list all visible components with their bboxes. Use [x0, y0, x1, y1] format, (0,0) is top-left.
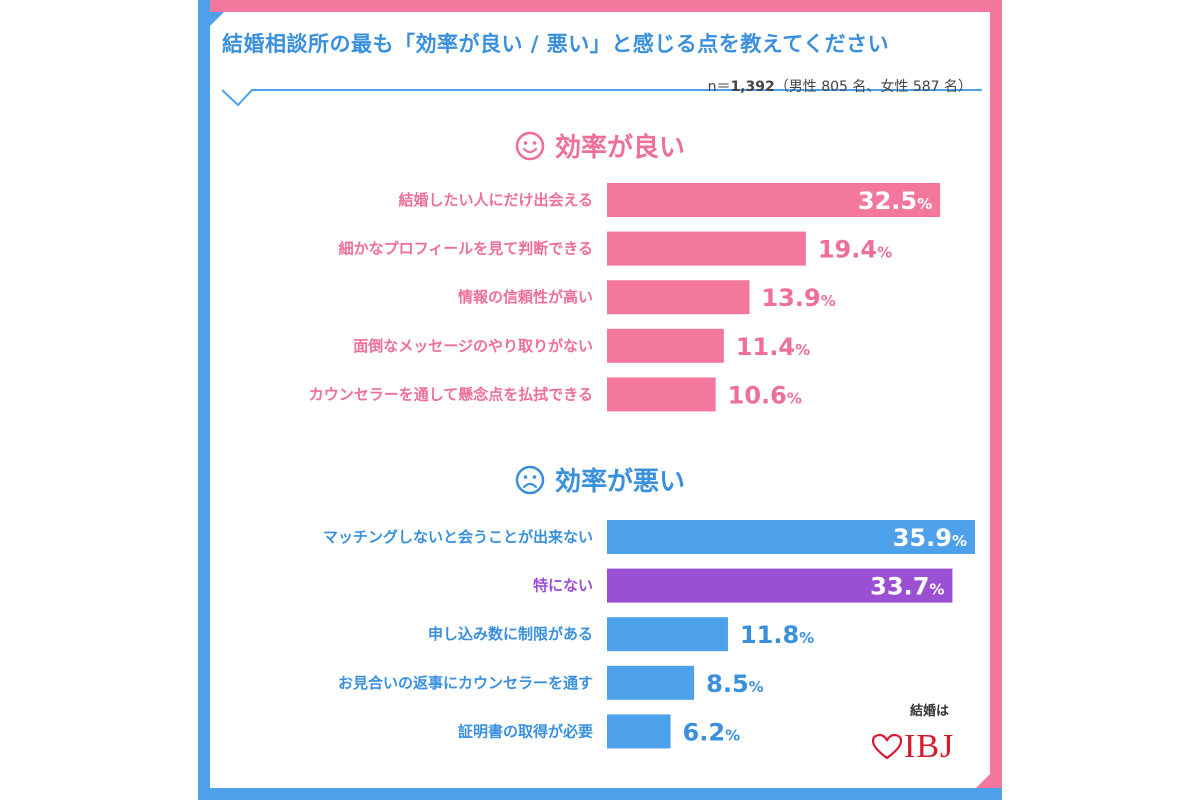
good-value-label-3: 13.9%: [761, 284, 835, 312]
title-underline: [222, 89, 982, 107]
sample-size: n＝1,392（男性 805 名、女性 587 名）: [708, 76, 972, 96]
bad-value-label-1: 35.9%: [893, 524, 967, 552]
sample-n: 1,392: [730, 79, 775, 95]
bad-value-label-4: 8.5%: [706, 670, 764, 698]
smile-face-icon: [515, 131, 545, 160]
good-bar-1: [607, 183, 941, 217]
bad-value-label-2: 33.7%: [870, 573, 944, 601]
section-good-title: 効率が良い: [554, 133, 685, 163]
bad-value-label-5: 6.2%: [683, 718, 741, 746]
bad-bar-4: [607, 665, 695, 700]
good-value-label-5: 10.6%: [728, 381, 802, 409]
frame-top-pink: [198, 0, 1002, 12]
section-good-heading: 効率が良い: [0, 127, 1200, 164]
sample-prefix: n＝: [707, 79, 731, 95]
frame-right-pink: [990, 0, 1002, 800]
sample-detail: （男性 805 名、女性 587 名）: [774, 79, 972, 95]
bad-category-label-5: 証明書の取得が必要: [458, 722, 593, 740]
good-category-label-5: カウンセラーを通して懸念点を払拭できる: [309, 385, 593, 403]
good-category-label-1: 結婚したい人にだけ出会える: [398, 191, 593, 209]
logo-brand: IBJ: [904, 728, 955, 765]
good-bar-5: [607, 377, 716, 412]
frown-face-icon: [515, 465, 545, 494]
frame-border: [198, 0, 1002, 800]
ibj-logo: 結婚は IBJ: [872, 700, 982, 770]
corner-accent-top-left: [210, 12, 224, 26]
corner-accent-bottom-right: [976, 774, 990, 788]
good-category-label-2: 細かなプロフィールを見て判断できる: [339, 240, 593, 258]
bad-category-label-1: マッチングしないと会うことが出来ない: [323, 528, 593, 546]
logo-tagline: 結婚は: [910, 704, 950, 719]
good-bar-3: [607, 280, 750, 315]
bad-bar-3: [607, 617, 728, 652]
good-value-label-2: 19.4%: [818, 236, 892, 264]
good-value-label-1: 32.5%: [858, 187, 932, 215]
bad-category-label-2: 特にない: [533, 577, 593, 595]
heart-icon: [872, 734, 902, 760]
section-bad-title: 効率が悪い: [554, 467, 685, 497]
good-value-label-4: 11.4%: [736, 333, 810, 361]
good-category-label-3: 情報の信頼性が高い: [458, 288, 593, 306]
frame-left-blue: [198, 0, 210, 800]
bad-category-label-4: お見合いの返事にカウンセラーを通す: [338, 674, 593, 692]
bad-category-label-3: 申し込み数に制限がある: [428, 625, 593, 643]
frame-bottom-blue: [198, 788, 1002, 800]
bad-bar-2: [607, 568, 953, 603]
bad-bar-1: [607, 520, 975, 554]
good-category-label-4: 面倒なメッセージのやり取りがない: [353, 337, 593, 355]
good-bar-4: [607, 328, 724, 363]
bad-bar-5: [607, 714, 671, 749]
good-bar-2: [607, 231, 806, 266]
section-bad-heading: 効率が悪い: [0, 461, 1200, 498]
chart-title: 結婚相談所の最も「効率が良い / 悪い」と感じる点を教えてください: [222, 32, 890, 56]
bad-value-label-3: 11.8%: [740, 621, 814, 649]
